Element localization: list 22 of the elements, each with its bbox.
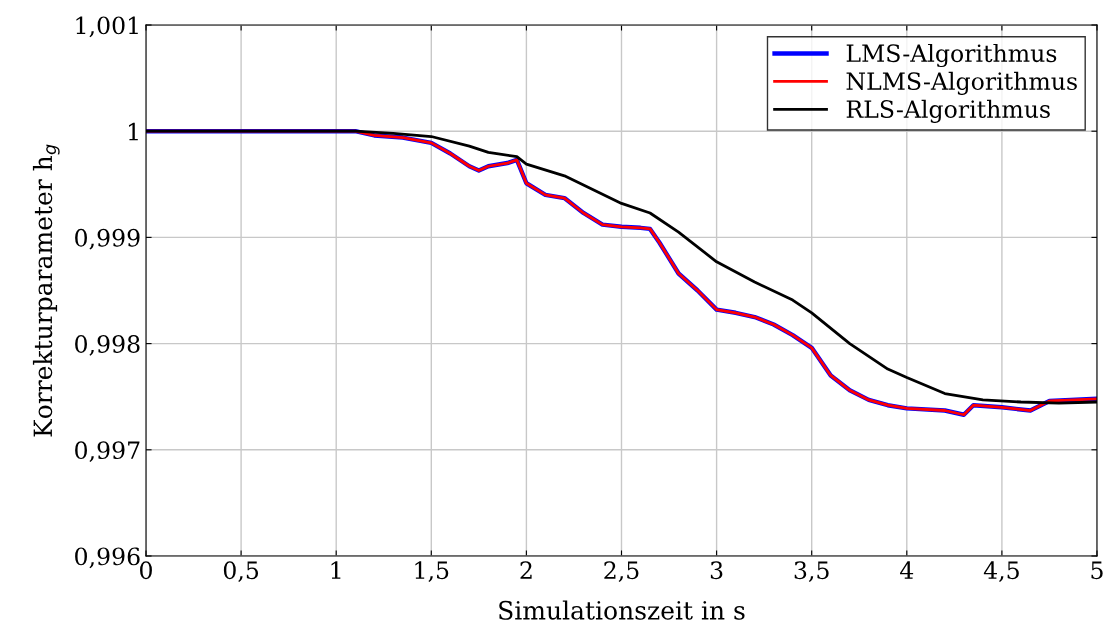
x-tick-label: 0 xyxy=(140,561,152,580)
x-tick-label: 4 xyxy=(900,561,914,579)
x-tick-label: 0,5 xyxy=(223,561,259,583)
y-axis-title: Korrekturparameter h$_{g}$ xyxy=(32,144,60,437)
x-tick-label: 4,5 xyxy=(983,561,1019,583)
legend-label: LMS-Algorithmus xyxy=(846,43,1057,68)
y-tick-label: 0,999 xyxy=(75,228,140,250)
y-tick-label: 1 xyxy=(129,122,138,141)
x-axis-title: Simulationszeit in s xyxy=(499,600,745,620)
y-tick-label: 0,998 xyxy=(75,335,140,356)
x-tick-label: 3,5 xyxy=(794,561,829,583)
x-tick-label: 2,5 xyxy=(604,561,639,583)
legend-label: NLMS-Algorithmus xyxy=(846,71,1077,95)
x-tick-label: 5 xyxy=(1091,561,1103,580)
x-tick-label: 1,5 xyxy=(415,561,449,583)
y-tick-label: 1,001 xyxy=(76,16,138,38)
y-tick-label: 0,996 xyxy=(75,547,140,569)
x-tick-label: 2 xyxy=(520,561,532,579)
x-tick-label: 3 xyxy=(710,561,723,580)
x-tick-label: 1 xyxy=(331,561,341,579)
legend-label: RLS-Algorithmus xyxy=(846,99,1050,123)
y-tick-label: 0,997 xyxy=(75,441,140,462)
